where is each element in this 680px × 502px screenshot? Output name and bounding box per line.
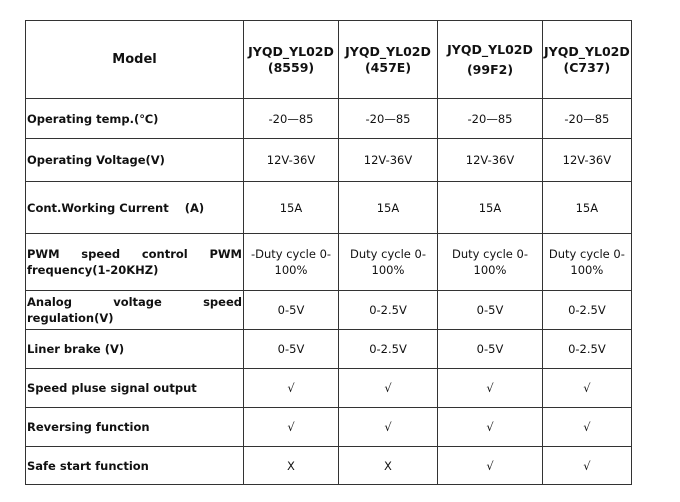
model-code: (C737) (563, 59, 611, 75)
row-label: Liner brake (V) (25, 329, 244, 369)
table-cell: √ (338, 407, 438, 447)
table-cell: √ (437, 446, 543, 485)
table-cell: Duty cycle 0-100% (338, 233, 438, 291)
table-row: Cont.Working Current (A) 15A 15A 15A 15A (25, 181, 632, 234)
spec-table: Model JYQD_YL02D (8559) JYQD_YL02D (457E) … (25, 20, 632, 485)
row-label: Operating temp.(℃) (25, 98, 244, 139)
model-code: (99F2) (466, 61, 514, 77)
table-cell: 0-5V (243, 329, 339, 369)
model-column-header: JYQD_YL02D (C737) (542, 20, 632, 99)
model-name: JYQD_YL02D (248, 43, 334, 59)
table-cell: -20—85 (542, 98, 632, 139)
table-row: Operating Voltage(V) 12V-36V 12V-36V 12V-36… (25, 138, 632, 182)
row-label: Cont.Working Current (A) (25, 181, 244, 234)
table-row: Analog voltage speed regulation(V) 0-5V 0-… (25, 290, 632, 330)
row-label: Speed pluse signal output (25, 368, 244, 408)
model-column-header: JYQD_YL02D (457E) (338, 20, 438, 99)
table-cell: 0-2.5V (338, 329, 438, 369)
row-label: Safe start function (25, 446, 244, 485)
row-label: Operating Voltage(V) (25, 138, 244, 182)
table-cell: Duty cycle 0-100% (542, 233, 632, 291)
model-name: JYQD_YL02D (544, 43, 630, 59)
table-row: Safe start function X X √ √ (25, 446, 632, 485)
model-column-header: JYQD_YL02D (8559) (243, 20, 339, 99)
table-cell: √ (243, 407, 339, 447)
table-cell: 15A (243, 181, 339, 234)
table-cell: √ (542, 407, 632, 447)
table-row: PWM speed control PWM frequency(1-20KHZ)… (25, 233, 632, 291)
table-cell: X (243, 446, 339, 485)
table-cell: 15A (338, 181, 438, 234)
model-name: JYQD_YL02D (345, 43, 431, 59)
table-row: Liner brake (V) 0-5V 0-2.5V 0-5V 0-2.5V (25, 329, 632, 369)
table-cell: 0-5V (437, 329, 543, 369)
table-cell: 0-5V (437, 290, 543, 330)
table-cell: √ (437, 407, 543, 447)
table-cell: 0-2.5V (542, 329, 632, 369)
model-column-header: JYQD_YL02D (99F2) (437, 20, 543, 99)
row-label: Analog voltage speed regulation(V) (25, 290, 244, 330)
row-label: Reversing function (25, 407, 244, 447)
table-cell: -20—85 (437, 98, 543, 139)
table-row: Operating temp.(℃) -20—85 -20—85 -20—85 -20—… (25, 98, 632, 139)
table-cell: √ (542, 368, 632, 408)
table-cell: √ (243, 368, 339, 408)
model-code: (457E) (364, 59, 412, 75)
table-cell: X (338, 446, 438, 485)
table-cell: -20—85 (338, 98, 438, 139)
table-cell: √ (437, 368, 543, 408)
table-cell: 0-5V (243, 290, 339, 330)
table-cell: 12V-36V (338, 138, 438, 182)
table-cell: 12V-36V (437, 138, 543, 182)
table-cell: 12V-36V (542, 138, 632, 182)
table-cell: Duty cycle 0-100% (437, 233, 543, 291)
table-cell: √ (338, 368, 438, 408)
table-cell: 15A (542, 181, 632, 234)
row-label: PWM speed control PWM frequency(1-20KHZ) (25, 233, 244, 291)
model-code: (8559) (267, 59, 315, 75)
header-row: Model JYQD_YL02D (8559) JYQD_YL02D (457E) … (25, 20, 632, 99)
table-cell: -20—85 (243, 98, 339, 139)
table-cell: 0-2.5V (542, 290, 632, 330)
table-cell: 12V-36V (243, 138, 339, 182)
table-cell: √ (542, 446, 632, 485)
table-row: Reversing function √ √ √ √ (25, 407, 632, 447)
table-cell: 0-2.5V (338, 290, 438, 330)
model-name: JYQD_YL02D (447, 41, 533, 57)
model-header: Model (25, 20, 244, 99)
table-cell: 15A (437, 181, 543, 234)
table-cell: -Duty cycle 0-100% (243, 233, 339, 291)
table-row: Speed pluse signal output √ √ √ √ (25, 368, 632, 408)
